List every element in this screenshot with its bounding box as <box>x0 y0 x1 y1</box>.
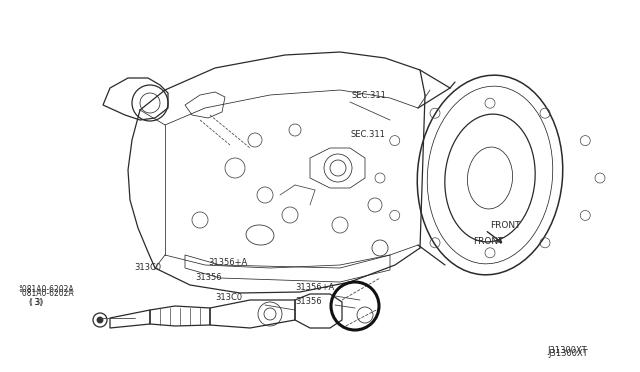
Text: ( 3): ( 3) <box>29 298 43 307</box>
Text: 31356: 31356 <box>295 298 322 307</box>
Text: SEC.311: SEC.311 <box>351 130 385 139</box>
Text: 313C0: 313C0 <box>215 294 242 302</box>
Text: J31300XT: J31300XT <box>547 346 587 355</box>
Text: ( 3): ( 3) <box>30 298 44 307</box>
Text: 31356+A: 31356+A <box>208 258 247 267</box>
Text: J31300XT: J31300XT <box>548 350 588 359</box>
Text: SEC.311: SEC.311 <box>352 90 387 99</box>
Text: °081A0-6202A: °081A0-6202A <box>18 289 74 298</box>
Text: 313C0: 313C0 <box>134 263 161 272</box>
Circle shape <box>97 317 103 323</box>
Text: 31356+A: 31356+A <box>295 283 334 292</box>
Text: FRONT: FRONT <box>474 237 504 246</box>
Text: °081A0-6202A: °081A0-6202A <box>18 285 74 295</box>
Text: 31356: 31356 <box>195 273 222 282</box>
Text: FRONT: FRONT <box>490 221 520 230</box>
